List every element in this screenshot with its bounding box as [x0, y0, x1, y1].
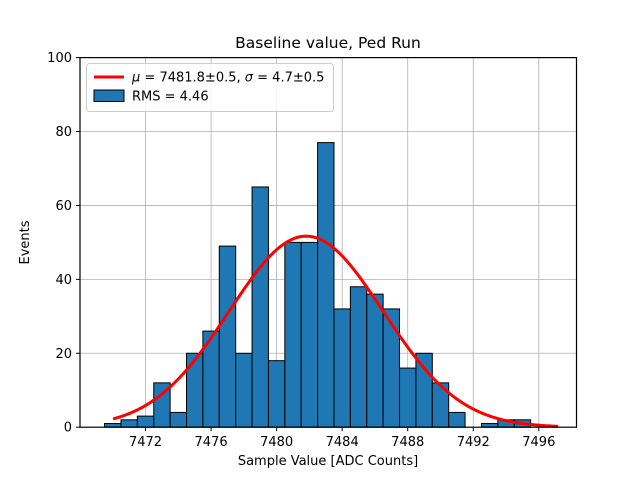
gaussian-fit-curve — [112, 234, 559, 428]
x-axis-label: Sample Value [ADC Counts] — [238, 454, 418, 469]
x-tick-label: 7492 — [457, 435, 490, 450]
x-tick-label: 7480 — [260, 435, 293, 450]
legend-rms-label: RMS = 4.46 — [132, 90, 209, 105]
y-tick-label: 20 — [55, 347, 72, 362]
histogram-bar — [382, 308, 401, 428]
gaussian-fit-path — [112, 234, 559, 428]
x-tick-label: 7488 — [391, 435, 424, 450]
x-tick-label: 7484 — [326, 435, 359, 450]
legend-box — [86, 63, 334, 112]
legend-fit-label: μ = 7481.8±0.5, σ = 4.7±0.5 — [131, 71, 324, 86]
histogram-bar — [399, 367, 417, 428]
histogram-bar — [169, 411, 188, 428]
histogram-bar — [366, 293, 384, 428]
histogram-bar — [300, 241, 319, 428]
x-tick-label: 7472 — [129, 435, 162, 450]
histogram-bar — [415, 352, 433, 428]
histogram-bar — [136, 415, 155, 428]
legend: μ = 7481.8±0.5, σ = 4.7±0.5 RMS = 4.46 — [86, 63, 334, 112]
y-tick-label: 100 — [47, 51, 72, 66]
histogram-bar — [235, 352, 253, 428]
y-tick-label: 0 — [64, 421, 72, 436]
chart-title: Baseline value, Ped Run — [235, 34, 421, 52]
axes-spines — [79, 56, 578, 428]
histogram-bar — [267, 360, 286, 428]
histogram-bar — [251, 186, 269, 428]
histogram-bar — [349, 286, 368, 428]
histogram-bar — [317, 142, 335, 428]
x-tick-label: 7496 — [522, 435, 555, 450]
axes-frame — [79, 56, 578, 428]
y-tick-label: 40 — [55, 273, 72, 288]
y-tick-label: 60 — [55, 199, 72, 214]
histogram-bars — [104, 142, 532, 428]
histogram-bar — [284, 241, 302, 428]
x-tick-label: 7476 — [195, 435, 228, 450]
histogram-bar — [333, 308, 351, 428]
y-tick-label: 80 — [55, 125, 72, 140]
histogram-bar — [120, 419, 138, 428]
legend-histogram-swatch — [93, 89, 125, 102]
histogram-bar — [218, 245, 237, 428]
axis-ticks: 7472 7476 7480 7484 7488 7492 7496 0 20 40 60 80 100 — [47, 51, 555, 450]
histogram-bar — [448, 411, 466, 428]
histogram-bar — [186, 352, 204, 428]
y-axis-label: Events — [18, 220, 33, 264]
